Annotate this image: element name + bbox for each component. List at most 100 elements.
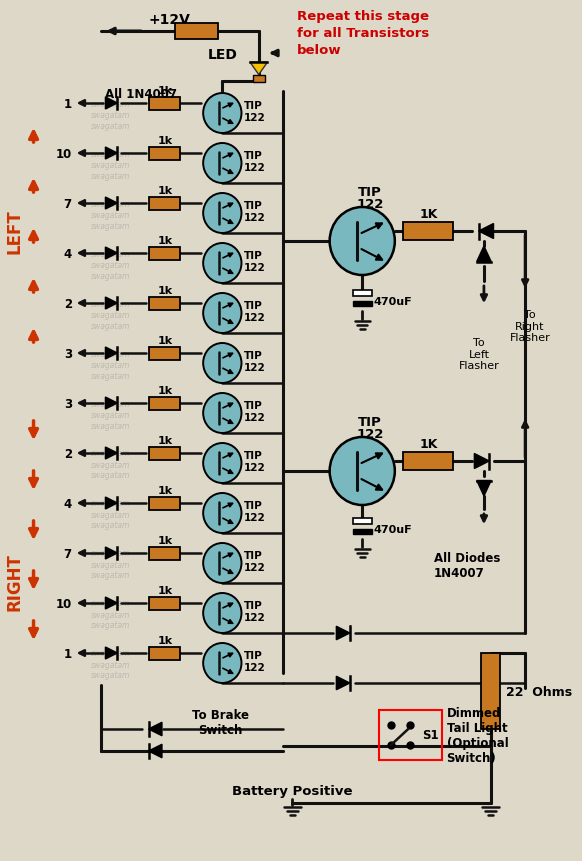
- Text: swagatam: swagatam: [91, 671, 130, 679]
- Text: TIP: TIP: [243, 300, 262, 311]
- Text: 1: 1: [64, 647, 72, 660]
- Text: TIP: TIP: [243, 650, 262, 660]
- Polygon shape: [105, 647, 118, 660]
- Circle shape: [203, 194, 242, 233]
- Text: 10: 10: [56, 597, 72, 610]
- Text: 1k: 1k: [157, 485, 172, 495]
- FancyBboxPatch shape: [150, 647, 180, 660]
- Text: swagatam: swagatam: [91, 460, 130, 469]
- Text: swagatam: swagatam: [91, 621, 130, 629]
- Polygon shape: [477, 481, 491, 497]
- Text: swagatam: swagatam: [91, 171, 130, 180]
- FancyBboxPatch shape: [175, 24, 218, 40]
- Polygon shape: [105, 248, 118, 260]
- Text: 1K: 1K: [419, 437, 438, 450]
- Polygon shape: [148, 722, 162, 736]
- Polygon shape: [105, 598, 118, 610]
- Text: swagatam: swagatam: [91, 560, 130, 569]
- Text: LEFT: LEFT: [5, 209, 23, 254]
- Circle shape: [203, 493, 242, 533]
- Circle shape: [203, 443, 242, 483]
- Text: swagatam: swagatam: [91, 199, 130, 208]
- Text: 122: 122: [243, 612, 265, 623]
- Text: 4: 4: [63, 497, 72, 510]
- FancyBboxPatch shape: [253, 76, 265, 83]
- Text: swagatam: swagatam: [91, 260, 130, 269]
- Text: 1k: 1k: [157, 335, 172, 345]
- Text: 470uF: 470uF: [374, 524, 413, 535]
- Text: To Brake
Switch: To Brake Switch: [192, 709, 249, 736]
- Text: LED: LED: [208, 48, 237, 62]
- Text: 1: 1: [64, 97, 72, 110]
- FancyBboxPatch shape: [150, 547, 180, 560]
- FancyBboxPatch shape: [150, 397, 180, 410]
- Text: 7: 7: [64, 547, 72, 560]
- Text: TIP: TIP: [358, 185, 382, 198]
- Text: swagatam: swagatam: [91, 510, 130, 519]
- Text: 22  Ohms: 22 Ohms: [506, 684, 572, 697]
- Text: swagatam: swagatam: [91, 360, 130, 369]
- Text: RIGHT: RIGHT: [5, 553, 23, 610]
- Text: Repeat this stage
for all Transistors
below: Repeat this stage for all Transistors be…: [297, 10, 430, 57]
- Polygon shape: [336, 627, 350, 640]
- Text: 122: 122: [243, 362, 265, 373]
- Text: 122: 122: [243, 113, 265, 123]
- Text: swagatam: swagatam: [91, 571, 130, 579]
- Circle shape: [203, 393, 242, 433]
- Circle shape: [203, 344, 242, 383]
- Text: swagatam: swagatam: [91, 349, 130, 358]
- Text: TIP: TIP: [243, 600, 262, 610]
- FancyBboxPatch shape: [150, 597, 180, 610]
- Text: TIP: TIP: [243, 550, 262, 561]
- Circle shape: [203, 593, 242, 633]
- Text: 122: 122: [243, 313, 265, 323]
- Circle shape: [203, 94, 242, 133]
- Text: 1k: 1k: [157, 185, 172, 195]
- Text: swagatam: swagatam: [91, 471, 130, 480]
- Text: swagatam: swagatam: [91, 121, 130, 130]
- Text: swagatam: swagatam: [91, 610, 130, 619]
- Text: swagatam: swagatam: [91, 598, 130, 608]
- Circle shape: [329, 437, 395, 505]
- Circle shape: [203, 543, 242, 583]
- Text: 122: 122: [243, 163, 265, 173]
- Polygon shape: [105, 348, 118, 360]
- Text: 122: 122: [356, 427, 384, 440]
- FancyBboxPatch shape: [150, 347, 180, 360]
- Text: 1k: 1k: [157, 585, 172, 595]
- Polygon shape: [474, 454, 489, 469]
- Polygon shape: [105, 548, 118, 560]
- Text: swagatam: swagatam: [91, 110, 130, 120]
- Text: 122: 122: [243, 462, 265, 473]
- Text: swagatam: swagatam: [91, 660, 130, 669]
- Text: swagatam: swagatam: [91, 310, 130, 319]
- Text: swagatam: swagatam: [91, 99, 130, 108]
- Text: 1k: 1k: [157, 385, 172, 395]
- Text: TIP: TIP: [243, 201, 262, 211]
- Text: 470uF: 470uF: [374, 297, 413, 307]
- Circle shape: [203, 643, 242, 684]
- Polygon shape: [105, 398, 118, 410]
- Text: TIP: TIP: [243, 400, 262, 411]
- Polygon shape: [105, 198, 118, 210]
- Text: 122: 122: [356, 197, 384, 210]
- FancyBboxPatch shape: [150, 447, 180, 460]
- Text: TIP: TIP: [358, 415, 382, 428]
- FancyBboxPatch shape: [353, 301, 372, 307]
- Text: swagatam: swagatam: [91, 371, 130, 380]
- Text: swagatam: swagatam: [91, 271, 130, 280]
- Text: To
Right
Flasher: To Right Flasher: [510, 310, 551, 343]
- FancyBboxPatch shape: [353, 518, 372, 524]
- Text: All 1N4007: All 1N4007: [105, 88, 178, 101]
- Polygon shape: [477, 247, 491, 263]
- Text: TIP: TIP: [243, 350, 262, 361]
- Text: swagatam: swagatam: [91, 410, 130, 419]
- Text: 1k: 1k: [157, 535, 172, 545]
- Polygon shape: [105, 448, 118, 460]
- Text: To
Left
Flasher: To Left Flasher: [459, 338, 499, 371]
- Circle shape: [203, 294, 242, 333]
- Text: swagatam: swagatam: [91, 221, 130, 230]
- Text: 2: 2: [64, 447, 72, 460]
- FancyBboxPatch shape: [353, 291, 372, 297]
- Text: All Diodes
1N4007: All Diodes 1N4007: [434, 551, 501, 579]
